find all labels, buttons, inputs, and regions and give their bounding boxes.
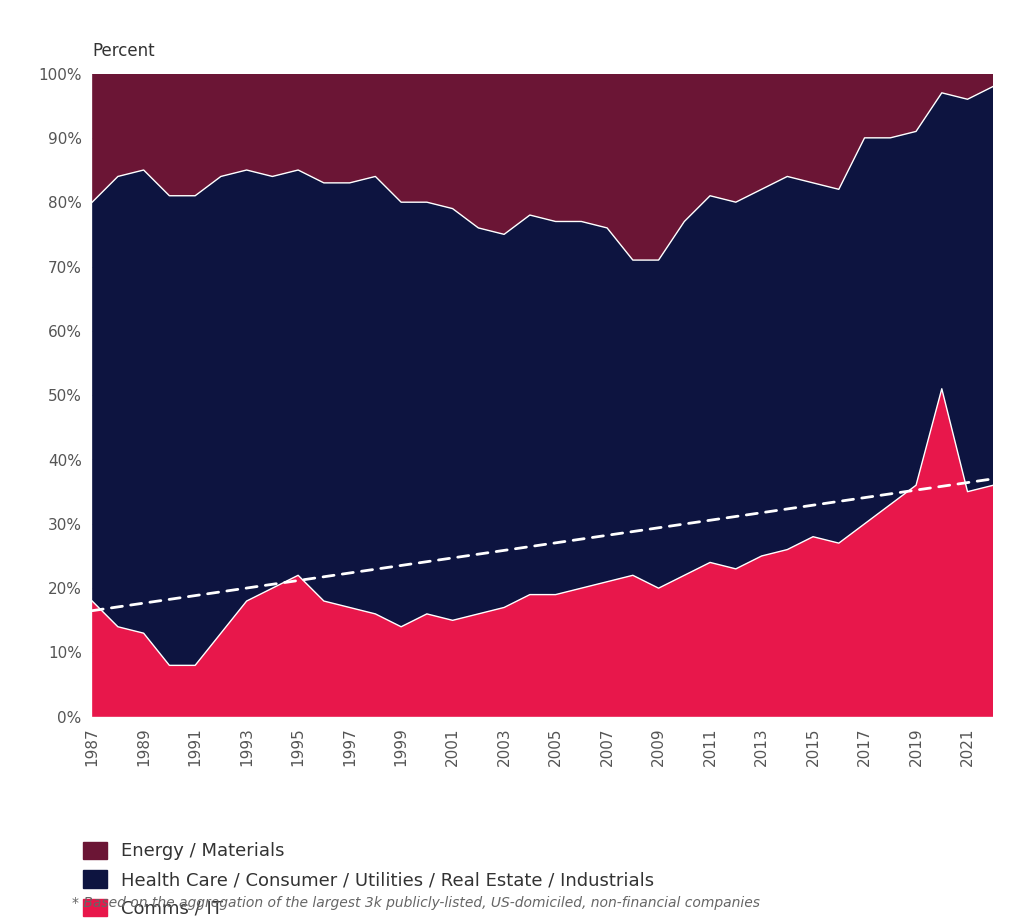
Text: * Based on the aggregation of the largest 3k publicly-listed, US-domiciled, non-: * Based on the aggregation of the larges… — [72, 896, 760, 910]
Legend: Energy / Materials, Health Care / Consumer / Utilities / Real Estate / Industria: Energy / Materials, Health Care / Consum… — [83, 842, 654, 918]
Text: Percent: Percent — [92, 41, 155, 60]
